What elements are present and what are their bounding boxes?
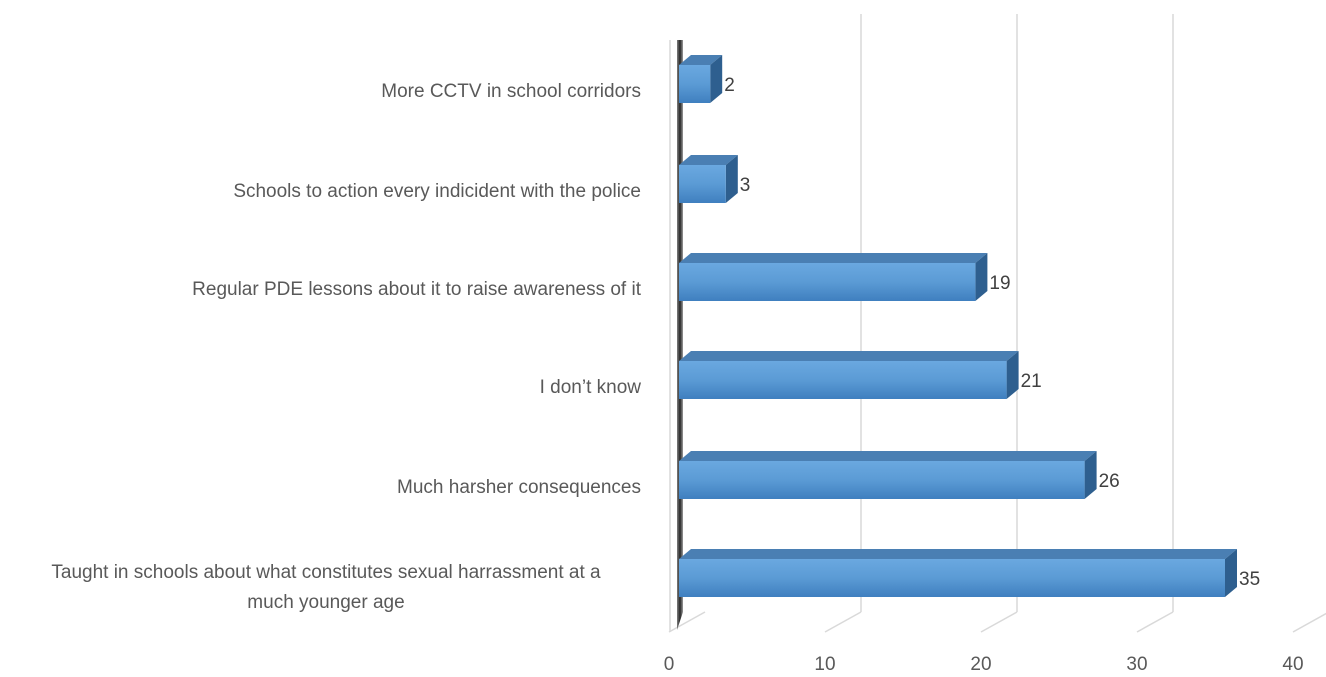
value-axis-wall xyxy=(677,40,683,630)
x-tick-label-10: 10 xyxy=(814,654,835,675)
bar-top-5 xyxy=(679,549,1237,559)
floor-gridline-40 xyxy=(1292,612,1326,633)
bar-front-0 xyxy=(679,65,711,103)
data-label-0: 2 xyxy=(724,75,735,96)
bar-front-3 xyxy=(679,361,1007,399)
bar-top-2 xyxy=(679,253,988,263)
labels: 0 10 20 30 40 2 More CCTV in school corridors 3… xyxy=(51,75,1303,675)
category-label-4: Much harsher consequences xyxy=(397,477,641,498)
bar-front-4 xyxy=(679,461,1085,499)
category-label-0: More CCTV in school corridors xyxy=(381,81,641,102)
category-label-1: Schools to action every indicident with … xyxy=(233,181,641,202)
bar-side-3 xyxy=(1006,351,1019,399)
bar-front-1 xyxy=(679,165,726,203)
floor-gridline-20 xyxy=(980,611,1018,633)
data-label-1: 3 xyxy=(740,175,751,196)
category-label-2: Regular PDE lessons about it to raise aw… xyxy=(192,279,642,300)
bar-top-1 xyxy=(679,155,738,165)
floor-gridline-30 xyxy=(1136,611,1174,633)
bar-4 xyxy=(679,451,1097,499)
category-label-3: I don’t know xyxy=(540,377,642,398)
bar-front-2 xyxy=(679,263,976,301)
gridlines xyxy=(668,14,1326,633)
category-label-5: Taught in schools about what constitutes… xyxy=(51,562,601,613)
bar-5 xyxy=(679,549,1237,597)
x-tick-label-0: 0 xyxy=(664,654,675,675)
bars xyxy=(679,55,1237,597)
x-tick-label-40: 40 xyxy=(1282,654,1303,675)
bar-side-1 xyxy=(725,155,738,203)
bar-side-2 xyxy=(975,253,988,301)
bar-0 xyxy=(679,55,723,103)
bar-side-5 xyxy=(1225,549,1237,597)
bar-1 xyxy=(679,155,738,203)
data-label-4: 26 xyxy=(1099,471,1120,492)
x-tick-label-20: 20 xyxy=(970,654,991,675)
bar-side-4 xyxy=(1084,451,1097,499)
bar-3 xyxy=(679,351,1019,399)
data-label-5: 35 xyxy=(1239,569,1260,590)
bar-top-0 xyxy=(679,55,723,65)
bar-front-5 xyxy=(679,559,1225,597)
bar-2 xyxy=(679,253,988,301)
bar-top-3 xyxy=(679,351,1019,361)
bar-top-4 xyxy=(679,451,1097,461)
axis-wall xyxy=(669,40,683,632)
data-label-2: 19 xyxy=(989,273,1010,294)
bar-side-0 xyxy=(710,55,723,103)
floor-gridline-0 xyxy=(668,611,706,633)
data-label-3: 21 xyxy=(1021,371,1042,392)
x-tick-label-30: 30 xyxy=(1126,654,1147,675)
floor-gridline-10 xyxy=(824,611,862,633)
